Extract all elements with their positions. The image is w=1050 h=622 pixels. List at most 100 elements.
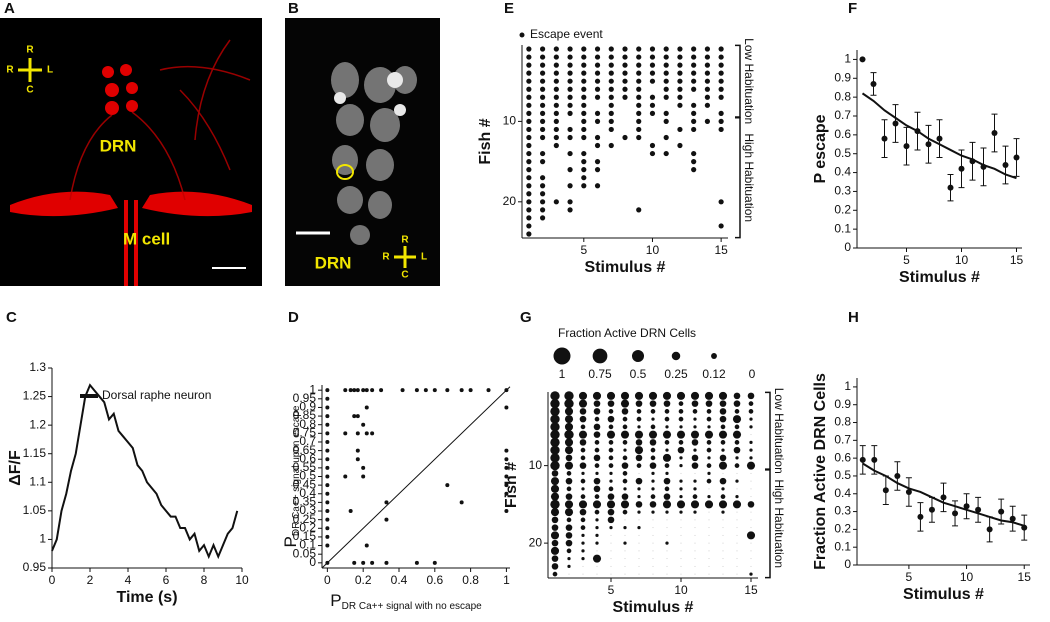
- point: [504, 509, 509, 514]
- point: [504, 405, 509, 410]
- bubble: [610, 550, 612, 552]
- panel-label: F: [848, 0, 857, 17]
- escape-dot: [677, 94, 683, 100]
- bubble: [692, 494, 698, 499]
- bubble: [749, 440, 753, 444]
- escape-dot: [677, 126, 683, 133]
- point: [504, 465, 509, 470]
- bubble: [666, 519, 668, 521]
- x-tick-label: 15: [714, 243, 728, 257]
- escape-dot: [526, 70, 532, 76]
- x-tick-label: 6: [163, 573, 170, 587]
- y-tick-label: 0.5: [834, 468, 851, 482]
- escape-dot: [526, 159, 532, 165]
- point: [352, 560, 357, 565]
- bubble: [622, 478, 628, 484]
- y-tick-label: 0.85: [293, 408, 317, 422]
- bubble: [652, 558, 654, 560]
- bubble: [652, 542, 654, 544]
- point: [352, 388, 357, 393]
- escape-dot: [594, 46, 601, 52]
- bubble: [634, 446, 644, 455]
- bubble: [719, 408, 727, 415]
- point: [325, 483, 330, 488]
- compass-label: C: [401, 270, 408, 281]
- escape-dot: [553, 46, 559, 52]
- bubble: [637, 510, 641, 514]
- bubble: [694, 519, 696, 521]
- bubble: [664, 409, 670, 414]
- bubble: [662, 500, 672, 509]
- bubble: [652, 519, 654, 521]
- legend-size-label: 0: [749, 367, 756, 381]
- bubble: [638, 573, 640, 575]
- bubble: [596, 573, 598, 575]
- escape-dot: [567, 54, 573, 60]
- escape-dot: [691, 54, 697, 60]
- escape-dot: [594, 183, 601, 189]
- bubble: [593, 485, 601, 493]
- y-tick-label: 0.2: [834, 202, 851, 216]
- bubble: [707, 495, 711, 499]
- bubble: [736, 534, 738, 536]
- escape-dot: [704, 118, 711, 124]
- bubble: [578, 399, 588, 408]
- y-tick-label: 0.1: [299, 538, 316, 552]
- escape-dot: [718, 70, 724, 76]
- bubble: [662, 391, 672, 400]
- bubble: [610, 542, 612, 544]
- point: [370, 431, 375, 436]
- bubble: [648, 391, 658, 400]
- bubble: [581, 471, 585, 475]
- bubble: [680, 558, 682, 560]
- y-axis-label: Fraction Active DRN Cells: [812, 373, 829, 570]
- y-tick-label: 0.3: [834, 504, 851, 518]
- legend-marker: [519, 32, 525, 38]
- bubble: [593, 423, 601, 431]
- escape-dot: [622, 46, 628, 52]
- bubble: [622, 440, 628, 445]
- bubble: [722, 565, 724, 567]
- escape-dot: [608, 142, 614, 149]
- escape-dot: [581, 150, 587, 157]
- point: [936, 135, 943, 142]
- escape-dot: [567, 207, 573, 213]
- escape-dot: [540, 102, 546, 108]
- point: [859, 56, 866, 63]
- y-tick-label: 0.45: [293, 477, 317, 491]
- legend-bubble: [671, 351, 681, 361]
- x-axis-label: Time (s): [116, 589, 177, 606]
- escape-dot: [608, 118, 614, 124]
- group-label: High Habituation: [772, 479, 786, 568]
- bubble: [634, 430, 644, 439]
- point: [400, 388, 405, 393]
- bubble: [736, 573, 738, 575]
- point: [504, 483, 509, 488]
- bubble: [722, 550, 724, 552]
- bubble: [708, 565, 710, 567]
- x-tick-label: 10: [646, 243, 660, 257]
- bubble: [623, 526, 627, 530]
- escape-dot: [622, 70, 628, 76]
- y-tick-label: 0.1: [834, 539, 851, 553]
- escape-dot: [608, 94, 614, 100]
- compass-label: L: [47, 65, 53, 76]
- bubble: [704, 430, 714, 439]
- y-tick-label: 0.3: [834, 184, 851, 198]
- bubble: [676, 391, 686, 400]
- point: [364, 431, 369, 436]
- bubble: [693, 448, 697, 452]
- bubble: [719, 477, 727, 485]
- escape-dot: [677, 142, 683, 149]
- bubble: [733, 392, 741, 400]
- bubble: [652, 573, 654, 575]
- bubble: [679, 487, 683, 491]
- escape-dot: [718, 62, 724, 68]
- y-tick-label: 0.3: [299, 503, 316, 517]
- bubble: [707, 471, 711, 475]
- escape-dot: [663, 70, 669, 76]
- bubble: [550, 414, 560, 424]
- legend-size-label: 1: [559, 367, 566, 381]
- bubble: [636, 463, 642, 468]
- bubble: [552, 571, 558, 577]
